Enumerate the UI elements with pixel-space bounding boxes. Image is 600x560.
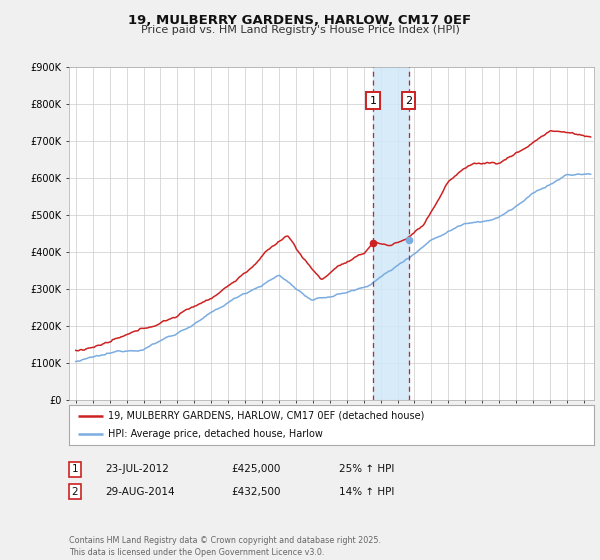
Text: 2: 2 (71, 487, 79, 497)
Text: 1: 1 (71, 464, 79, 474)
Text: 29-AUG-2014: 29-AUG-2014 (105, 487, 175, 497)
Bar (373, 67, 409, 400)
Text: 19, MULBERRY GARDENS, HARLOW, CM17 0EF: 19, MULBERRY GARDENS, HARLOW, CM17 0EF (128, 14, 472, 27)
Text: 25% ↑ HPI: 25% ↑ HPI (339, 464, 394, 474)
Text: 1: 1 (370, 96, 376, 105)
Text: £425,000: £425,000 (231, 464, 280, 474)
Text: 23-JUL-2012: 23-JUL-2012 (105, 464, 169, 474)
Text: Contains HM Land Registry data © Crown copyright and database right 2025.
This d: Contains HM Land Registry data © Crown c… (69, 536, 381, 557)
Text: 19, MULBERRY GARDENS, HARLOW, CM17 0EF (detached house): 19, MULBERRY GARDENS, HARLOW, CM17 0EF (… (109, 411, 425, 421)
Text: 14% ↑ HPI: 14% ↑ HPI (339, 487, 394, 497)
Text: 2: 2 (405, 96, 412, 105)
Text: HPI: Average price, detached house, Harlow: HPI: Average price, detached house, Harl… (109, 430, 323, 439)
Text: Price paid vs. HM Land Registry's House Price Index (HPI): Price paid vs. HM Land Registry's House … (140, 25, 460, 35)
Text: £432,500: £432,500 (231, 487, 281, 497)
